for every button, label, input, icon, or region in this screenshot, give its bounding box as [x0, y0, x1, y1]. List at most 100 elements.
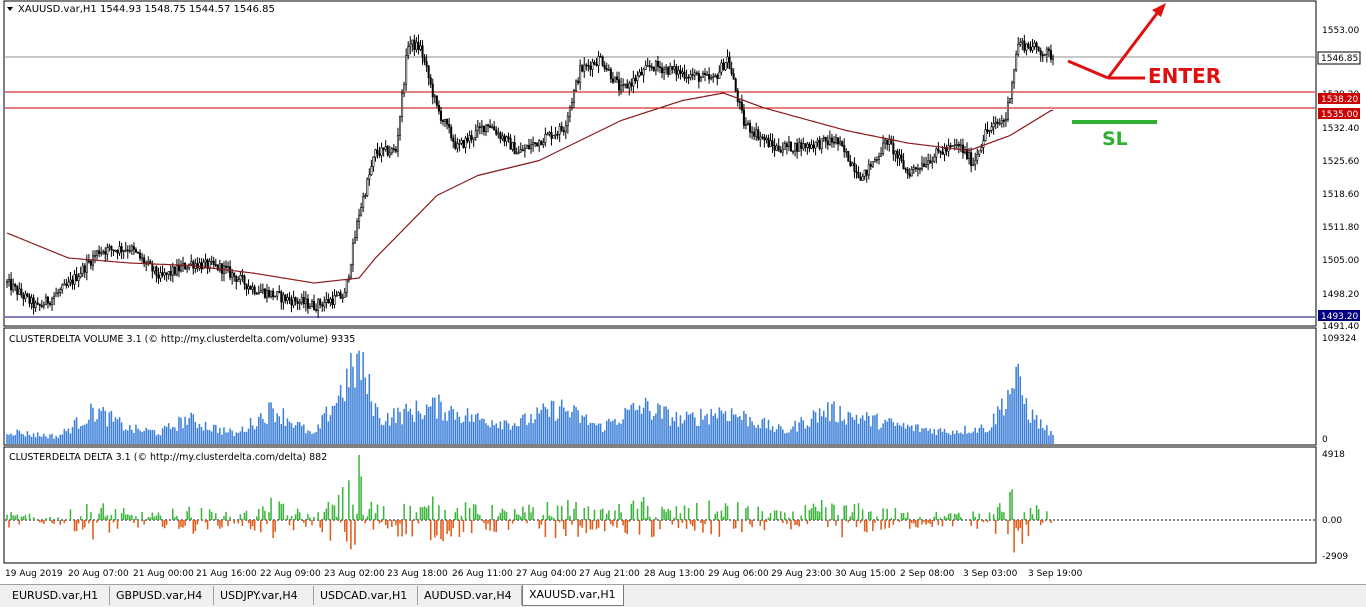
candle-body	[1023, 40, 1026, 51]
candle-body	[720, 62, 723, 73]
tab-eurusd[interactable]: EURUSD.var,H1	[6, 586, 110, 605]
candle-body	[300, 297, 303, 303]
volume-bar	[221, 434, 223, 444]
volume-bar	[773, 431, 776, 444]
delta-bar	[190, 517, 192, 520]
volume-bar	[612, 420, 614, 444]
candle-body	[71, 279, 74, 285]
tab-audusd[interactable]: AUDUSD.var,H4	[418, 586, 522, 605]
delta-bar	[454, 512, 457, 520]
candle-body	[706, 74, 709, 76]
delta-bar	[906, 512, 909, 520]
candle-body	[499, 132, 502, 139]
volume-bar	[663, 406, 665, 444]
tab-usdjpy[interactable]: USDJPY.var,H4	[214, 586, 314, 605]
delta-bar	[90, 512, 92, 520]
delta-bar	[646, 505, 649, 520]
delta-bar	[92, 520, 94, 540]
delta-bar	[266, 520, 268, 525]
delta-bar	[573, 508, 575, 520]
price-tick: 1518.60	[1322, 190, 1359, 200]
candle-body	[583, 64, 586, 72]
candle-body	[728, 56, 731, 69]
candle-body	[781, 149, 784, 153]
tab-xauusd[interactable]: XAUUSD.var,H1	[522, 585, 624, 606]
enter-arrow-tail	[1067, 59, 1109, 80]
tab-usdcad[interactable]: USDCAD.var,H1	[314, 586, 418, 605]
candle-body	[464, 137, 467, 148]
delta-bar	[135, 516, 137, 520]
candle-body	[904, 168, 907, 170]
candle-body	[206, 259, 209, 269]
lower-line-marker: 1535.00	[1318, 108, 1360, 120]
delta-bar	[667, 508, 669, 520]
volume-bar	[276, 413, 278, 444]
volume-bar	[757, 424, 760, 444]
candle-body	[511, 142, 514, 150]
delta-bar	[100, 507, 102, 520]
candle-body	[769, 140, 772, 147]
volume-bar	[708, 424, 710, 444]
delta-bar	[1031, 514, 1034, 520]
delta-bar	[841, 520, 843, 538]
delta-bar	[499, 512, 502, 520]
volume-bar	[896, 422, 899, 444]
volume-bar	[906, 424, 909, 444]
volume-bar	[346, 368, 348, 444]
candle-body	[153, 266, 156, 272]
volume-bar	[157, 434, 160, 444]
delta-bar	[994, 520, 997, 534]
candle-body	[734, 78, 737, 92]
candle-body	[808, 143, 811, 149]
volume-bar	[200, 427, 203, 444]
volume-bar	[245, 431, 248, 444]
volume-bar	[503, 420, 506, 444]
volume-bar	[360, 379, 362, 444]
delta-bar	[405, 520, 407, 535]
delta-bar	[210, 511, 213, 520]
delta-bar	[227, 520, 229, 527]
delta-bar	[820, 499, 823, 520]
volume-bar	[421, 419, 424, 444]
volume-bar	[192, 414, 195, 444]
delta-bar	[900, 513, 903, 520]
volume-bar	[329, 415, 332, 444]
candle-body	[777, 145, 780, 151]
volume-bar	[47, 438, 49, 444]
delta-bar	[804, 505, 807, 520]
delta-bar	[908, 520, 911, 529]
delta-bar	[286, 515, 289, 520]
volume-bar	[737, 417, 739, 444]
volume-bar	[769, 429, 772, 444]
delta-bar	[419, 507, 422, 520]
candle-body	[906, 168, 909, 174]
candle-body	[882, 142, 885, 155]
candle-body	[525, 145, 528, 149]
volume-bar	[845, 424, 848, 444]
volume-bar	[30, 436, 33, 444]
tab-gbpusd[interactable]: GBPUSD.var,H4	[110, 586, 214, 605]
volume-bar	[999, 409, 1001, 444]
candle-body	[130, 246, 133, 252]
enter-annotation[interactable]: ENTER	[1067, 3, 1221, 88]
volume-bar	[567, 410, 569, 444]
candle-body	[618, 79, 621, 91]
delta-bar	[327, 501, 330, 520]
volume-bar	[225, 432, 227, 444]
delta-bar	[280, 503, 283, 520]
candle-body	[356, 221, 359, 238]
delta-bar	[12, 515, 14, 520]
chart-canvas[interactable]: XAUUSD.var,H1 1544.93 1548.75 1544.57 15…	[0, 0, 1366, 584]
volume-bar	[1011, 387, 1013, 444]
candle-body	[849, 160, 852, 167]
volume-bar	[1033, 419, 1036, 444]
candle-body	[501, 135, 504, 139]
volume-bar	[743, 410, 745, 444]
delta-bar	[497, 516, 500, 520]
candle-body	[243, 275, 246, 285]
candle-body	[208, 260, 211, 269]
volume-bar	[962, 434, 964, 444]
candle-body	[433, 95, 436, 98]
sl-annotation[interactable]: SL	[1072, 120, 1157, 150]
candle-body	[384, 145, 387, 150]
